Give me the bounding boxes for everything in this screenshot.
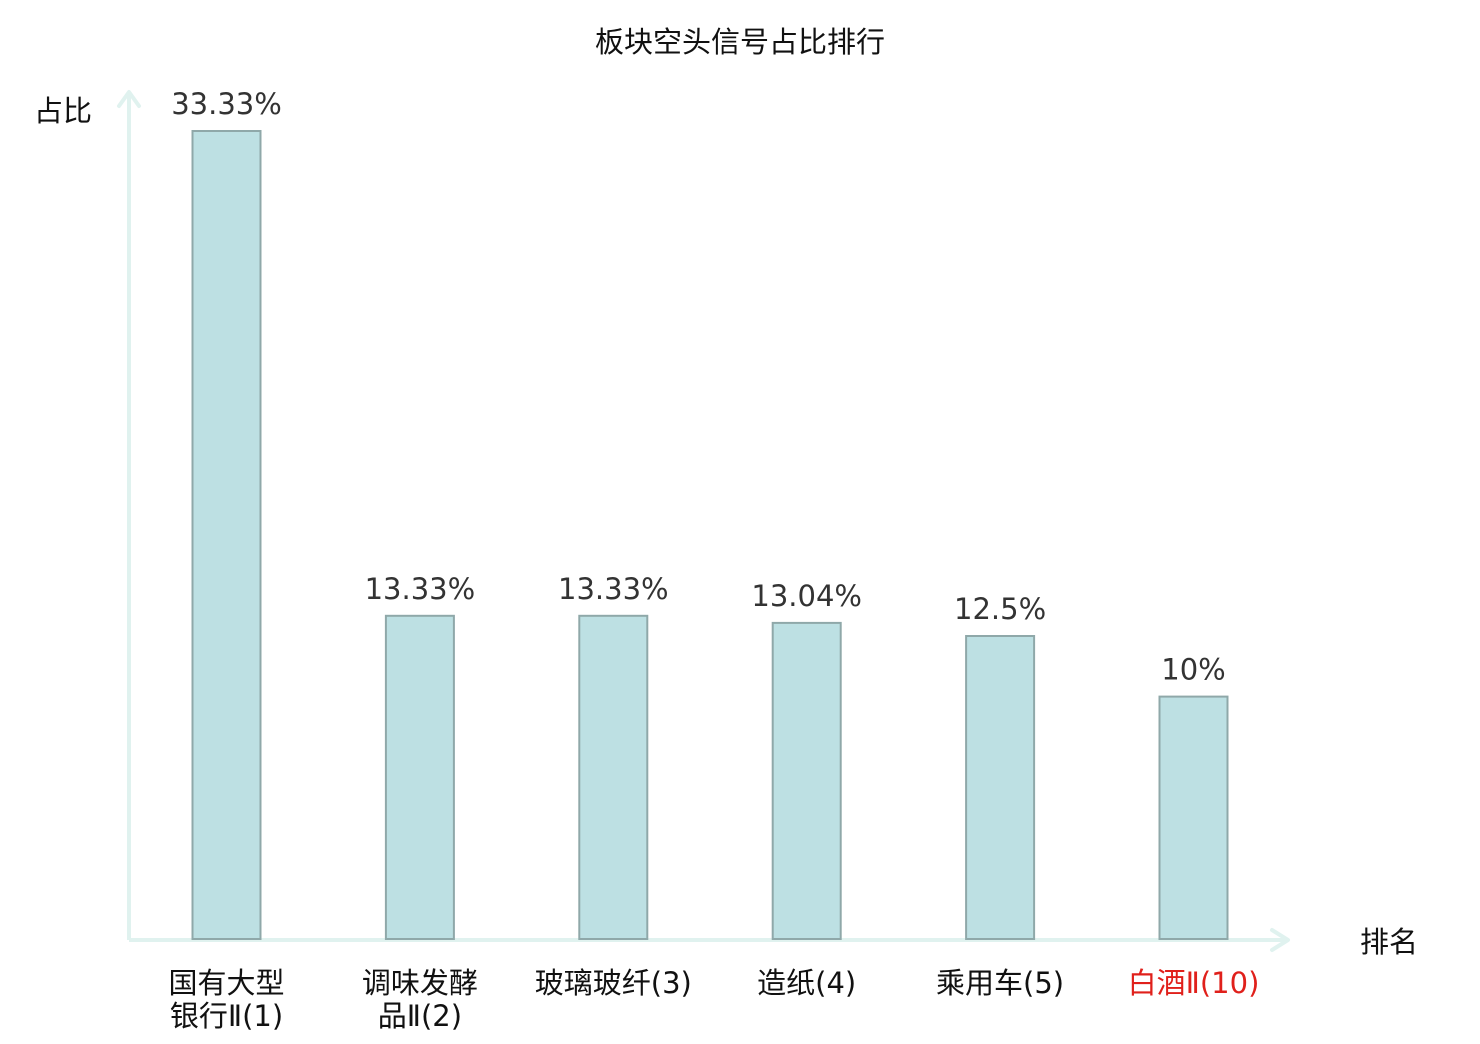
x-tick-label: 玻璃玻纤(3) xyxy=(535,966,692,1000)
y-axis-arrow-icon xyxy=(117,90,141,108)
x-tick-label: 乘用车(5) xyxy=(936,966,1064,1000)
bar xyxy=(965,635,1036,940)
bar-value-label: 12.5% xyxy=(954,592,1046,626)
bar xyxy=(578,614,649,940)
bar xyxy=(384,614,455,940)
value-labels-layer: 33.33% 13.33% 13.33% 13.04% 12.5% 10% xyxy=(171,87,1226,687)
x-tick-label: 白酒Ⅱ(10) xyxy=(1128,966,1260,1000)
bar xyxy=(1158,695,1229,940)
bar-value-label: 13.33% xyxy=(558,572,669,606)
bar xyxy=(191,130,262,940)
x-tick-label: 国有大型 xyxy=(168,966,284,1000)
bars-layer xyxy=(191,130,1229,941)
y-axis-label: 占比 xyxy=(34,94,92,128)
bar xyxy=(771,621,842,941)
x-axis-arrow-icon xyxy=(1270,928,1290,952)
x-axis-label: 排名 xyxy=(1360,925,1418,959)
bar-value-label: 13.04% xyxy=(751,579,862,613)
bar-value-label: 13.33% xyxy=(365,572,476,606)
bar-value-label: 10% xyxy=(1161,653,1225,687)
bar-value-label: 33.33% xyxy=(171,87,282,121)
x-tick-label: 银行Ⅱ(1) xyxy=(170,999,283,1033)
x-tick-label: 造纸(4) xyxy=(757,966,856,1000)
x-tick-label: 调味发酵 xyxy=(362,966,478,1000)
x-tick-label: 品Ⅱ(2) xyxy=(378,999,462,1033)
chart-title: 板块空头信号占比排行 xyxy=(595,25,885,59)
